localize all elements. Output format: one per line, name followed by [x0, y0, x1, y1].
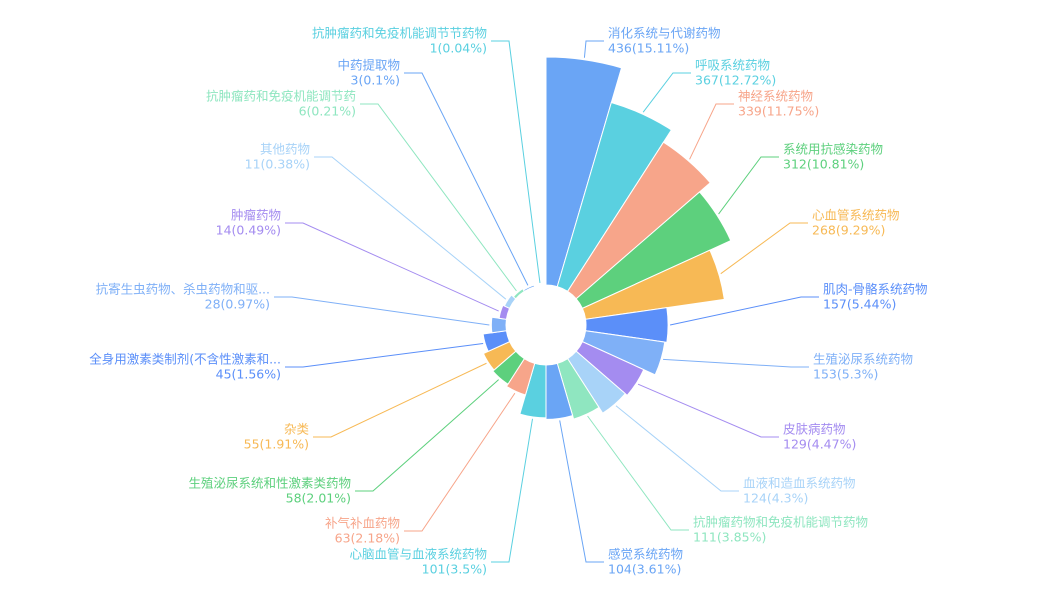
leader-line	[404, 392, 516, 532]
slice-value-label: 6(0.21%)	[299, 104, 356, 119]
rose-slice	[490, 316, 507, 334]
leader-line	[360, 103, 517, 292]
leader-line	[491, 418, 533, 563]
slice-value-label: 11(0.38%)	[245, 157, 310, 172]
rose-slice	[533, 283, 547, 288]
slice-value-label: 3(0.1%)	[351, 73, 400, 88]
slice-value-label: 339(11.75%)	[738, 104, 819, 119]
leader-line	[285, 342, 484, 368]
leader-line	[642, 72, 691, 113]
slice-name: 抗肿瘤药和免疫机能调节节药物	[312, 26, 487, 41]
slice-name: 肿瘤药物	[231, 208, 281, 223]
slice-value-label: 367(12.72%)	[695, 73, 776, 88]
rose-slice	[556, 101, 673, 293]
slice-value-label: 124(4.3%)	[743, 491, 808, 506]
slice-name: 心脑血管与血液系统药物	[349, 547, 487, 562]
leader-line	[615, 405, 739, 492]
slice-value-label: 129(4.47%)	[783, 437, 856, 452]
slice-value-label: 58(2.01%)	[286, 491, 351, 506]
leader-line	[274, 296, 490, 326]
slice-value-label: 436(15.11%)	[608, 41, 689, 56]
slice-value-label: 63(2.18%)	[335, 531, 400, 546]
rose-slice	[522, 284, 536, 293]
slice-value-label: 28(0.97%)	[205, 297, 270, 312]
slice-name: 肌肉-骨骼系统药物	[823, 282, 928, 297]
leader-line	[583, 40, 604, 58]
slice-name: 心血管系统药物	[812, 208, 900, 223]
leader-line	[669, 296, 819, 326]
slice-name: 血液和造血系统药物	[743, 476, 856, 491]
slice-value-label: 111(3.85%)	[693, 530, 766, 545]
slice-value-label: 153(5.3%)	[813, 367, 878, 382]
slice-name: 全身用激素类制剂(不含性激素和...	[89, 352, 281, 367]
leader-line	[689, 103, 734, 160]
leader-line	[404, 72, 529, 286]
rose-slice	[545, 56, 623, 288]
slice-name: 神经系统药物	[738, 89, 813, 104]
slice-name: 抗肿瘤药物和免疫机能调节药物	[693, 515, 868, 530]
slice-value-label: 104(3.61%)	[608, 562, 681, 577]
slice-name: 生殖泌尿系统药物	[813, 352, 913, 367]
slice-value-label: 1(0.04%)	[430, 41, 487, 56]
slice-name: 抗肿瘤药和免疫机能调节药	[206, 89, 356, 104]
leader-line	[314, 156, 507, 300]
leader-line	[720, 222, 808, 275]
slice-name: 消化系统与代谢药物	[608, 26, 721, 41]
slice-value-label: 101(3.5%)	[422, 562, 487, 577]
slice-name: 呼吸系统药物	[695, 58, 770, 73]
slice-value-label: 14(0.49%)	[216, 223, 281, 238]
slice-name: 抗寄生虫药物、杀虫药物和驱...	[96, 282, 270, 297]
slice-name: 生殖泌尿系统和性激素类药物	[188, 476, 351, 491]
rose-slice	[512, 288, 526, 300]
slice-value-label: 55(1.91%)	[244, 437, 309, 452]
slice-value-label: 268(9.29%)	[812, 223, 885, 238]
slice-name: 感觉系统药物	[608, 547, 683, 562]
leader-line	[559, 420, 604, 563]
leader-line	[355, 379, 499, 492]
leader-line	[491, 40, 541, 283]
slice-name: 系统用抗感染药物	[783, 142, 883, 157]
leader-line	[587, 415, 689, 531]
slice-name: 皮肤病药物	[783, 422, 846, 437]
leader-line	[313, 362, 487, 438]
slice-value-label: 157(5.44%)	[823, 297, 896, 312]
slice-value-label: 45(1.56%)	[216, 367, 281, 382]
slice-name: 其他药物	[260, 142, 310, 157]
slice-name: 补气补血药物	[325, 516, 400, 531]
rose-slice	[566, 141, 711, 300]
slice-name: 杂类	[284, 422, 310, 437]
leader-line	[718, 156, 779, 215]
leader-line	[285, 222, 499, 312]
slice-name: 中药提取物	[337, 58, 400, 73]
leader-line	[663, 358, 809, 368]
leader-line	[637, 383, 779, 438]
slice-value-label: 312(10.81%)	[783, 157, 864, 172]
